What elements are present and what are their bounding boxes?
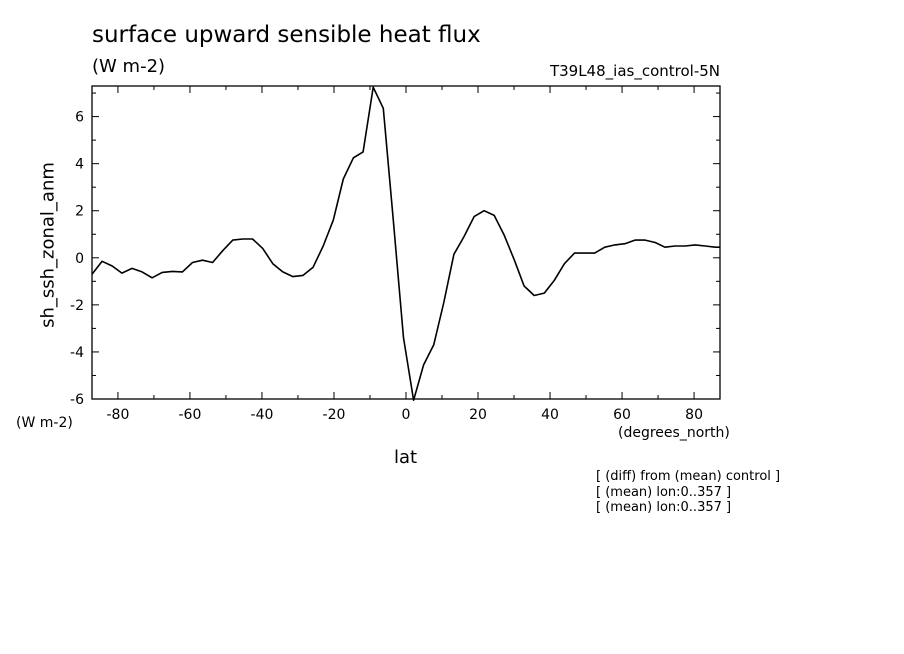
x-tick-label: -80 [106,407,129,423]
y-tick-label: 6 [75,110,84,126]
annotation-note: [ (mean) lon:0..357 ] [596,500,732,515]
x-tick-label: 0 [402,407,411,423]
x-tick-label: -40 [251,407,274,423]
y-tick-label: -4 [70,345,84,361]
y-tick-label: -6 [70,392,84,408]
y-tick-label: 4 [75,157,84,173]
x-tick-label: -60 [179,407,202,423]
x-tick-label: -20 [323,407,346,423]
run-label: T39L48_ias_control-5N [549,62,720,80]
chart-subtitle: (W m-2) [92,56,166,77]
annotation-note: [ (mean) lon:0..357 ] [596,484,732,500]
x-tick-label: 80 [685,407,703,423]
y-axis-units: (W m-2) [16,415,73,431]
x-tick-label: 60 [613,407,631,423]
chart-title: surface upward sensible heat flux [92,22,481,48]
y-tick-label: 2 [75,204,84,220]
series-line [91,86,720,402]
annotation-notes: [ (diff) from (mean) control ] [ (mean) … [596,469,780,516]
y-tick-label: -2 [70,298,84,314]
x-axis-label: lat [394,447,418,468]
x-tick-label: 20 [469,407,487,423]
x-tick-label: 40 [541,407,559,423]
y-tick-label: 0 [75,251,84,267]
annotation-note: [ (diff) from (mean) control ] [596,469,781,484]
x-axis-units: (degrees_north) [618,425,730,441]
